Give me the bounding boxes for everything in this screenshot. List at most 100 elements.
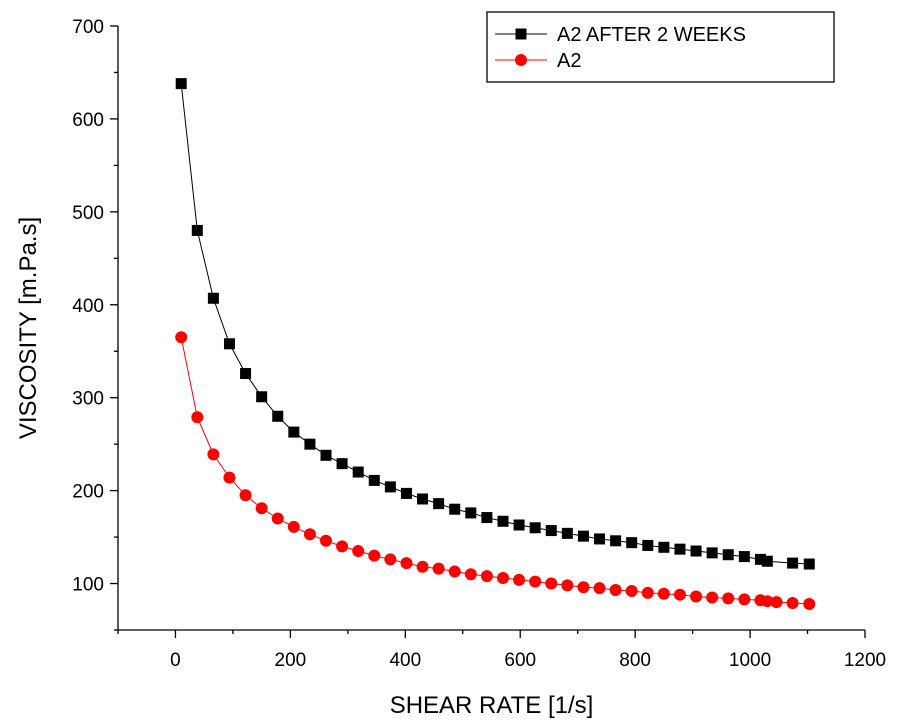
data-point-square	[240, 368, 252, 380]
data-point-square	[497, 515, 509, 527]
series-line	[180, 337, 810, 605]
data-point-circle	[706, 591, 719, 604]
data-point-circle	[175, 331, 188, 344]
data-point-square	[384, 481, 396, 493]
data-point-circle	[513, 573, 526, 586]
data-point-circle	[690, 590, 703, 603]
x-tick-label: 200	[275, 650, 307, 671]
legend: A2 AFTER 2 WEEKS A2	[486, 11, 835, 83]
data-point-square	[256, 391, 268, 403]
legend-marker	[515, 54, 527, 66]
data-point-square	[706, 547, 718, 559]
data-point-square	[433, 498, 445, 510]
series-2	[175, 331, 816, 610]
data-point-circle	[722, 592, 735, 605]
data-point-square	[272, 410, 284, 422]
data-point-circle	[320, 534, 333, 547]
data-point-circle	[271, 512, 284, 525]
data-point-circle	[480, 570, 493, 583]
data-point-circle	[770, 596, 783, 609]
x-axis-title: SHEAR RATE [1/s]	[390, 692, 594, 719]
series-line	[180, 83, 810, 565]
y-tick-label: 700	[72, 17, 104, 38]
data-point-circle	[609, 584, 622, 597]
data-point-circle	[496, 571, 509, 584]
x-tick-label: 0	[170, 650, 181, 671]
x-tick-label: 800	[619, 650, 651, 671]
y-tick-label: 600	[72, 110, 104, 131]
data-point-circle	[593, 582, 606, 595]
y-tick-label: 200	[72, 482, 104, 503]
y-tick-label: 100	[72, 575, 104, 596]
legend-label: A2 AFTER 2 WEEKS	[557, 24, 746, 46]
data-point-square	[545, 525, 557, 537]
data-point-square	[465, 507, 477, 519]
data-point-circle	[561, 579, 574, 592]
data-point-square	[449, 503, 461, 515]
data-point-circle	[545, 577, 558, 590]
data-point-square	[658, 541, 670, 553]
y-tick-label: 500	[72, 203, 104, 224]
data-point-circle	[223, 471, 236, 484]
data-point-circle	[625, 584, 638, 597]
y-tick-label: 400	[72, 296, 104, 317]
x-tick-label: 400	[389, 650, 421, 671]
x-tick-label: 600	[504, 650, 536, 671]
data-point-square	[481, 512, 493, 524]
data-point-square	[304, 438, 316, 450]
data-point-circle	[191, 411, 204, 424]
data-point-circle	[529, 575, 542, 588]
data-point-circle	[400, 557, 413, 570]
data-point-circle	[738, 593, 751, 606]
data-point-circle	[287, 520, 300, 533]
data-point-square	[787, 557, 799, 569]
data-point-circle	[464, 568, 477, 581]
data-point-circle	[761, 595, 774, 608]
data-point-square	[336, 458, 348, 470]
data-point-square	[288, 426, 300, 438]
legend-marker	[515, 28, 527, 40]
data-point-square	[561, 527, 573, 539]
data-point-circle	[336, 540, 349, 553]
data-point-square	[722, 549, 734, 561]
data-point-square	[626, 537, 638, 549]
data-point-circle	[416, 560, 429, 573]
data-point-square	[642, 539, 654, 551]
data-point-square	[223, 338, 235, 350]
data-point-square	[803, 558, 815, 570]
data-point-circle	[384, 553, 397, 566]
data-point-square	[577, 530, 589, 542]
series-layer	[175, 78, 816, 610]
data-point-square	[754, 553, 766, 565]
data-point-square	[690, 545, 702, 557]
data-point-circle	[303, 528, 316, 541]
data-point-circle	[577, 581, 590, 594]
y-axis-title: VISCOSITY [m.Pa.s]	[15, 217, 42, 439]
data-point-square	[529, 522, 541, 534]
data-point-square	[738, 551, 750, 563]
data-point-square	[513, 519, 525, 531]
data-point-circle	[368, 549, 381, 562]
data-point-circle	[786, 597, 799, 610]
x-tick-label: 1200	[844, 650, 886, 671]
data-point-square	[175, 78, 187, 90]
series-1	[175, 78, 815, 570]
data-point-square	[352, 466, 364, 478]
data-point-square	[368, 474, 380, 486]
y-tick-label: 300	[72, 389, 104, 410]
data-point-square	[610, 535, 622, 547]
legend-label: A2	[557, 50, 581, 72]
data-point-square	[400, 487, 412, 499]
data-point-circle	[657, 587, 670, 600]
data-point-square	[674, 543, 686, 555]
data-point-square	[761, 555, 773, 567]
axes: 0 200 400 600 800 1000 1200 100 200 300 400 500 600 7…	[72, 17, 886, 671]
data-point-circle	[432, 562, 445, 575]
data-point-square	[191, 224, 203, 236]
data-point-square	[207, 292, 219, 304]
data-point-square	[417, 493, 429, 505]
data-point-circle	[255, 502, 268, 515]
data-point-circle	[207, 448, 220, 461]
data-point-circle	[641, 586, 654, 599]
